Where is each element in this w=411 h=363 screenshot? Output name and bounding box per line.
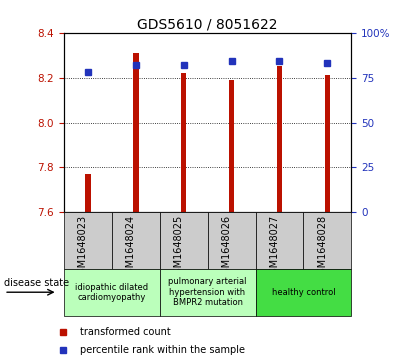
Title: GDS5610 / 8051622: GDS5610 / 8051622 [137, 17, 278, 32]
Bar [159, 269, 256, 316]
Bar [181, 73, 187, 212]
Text: transformed count: transformed count [80, 327, 171, 337]
Text: GSM1648027: GSM1648027 [270, 215, 279, 281]
Text: GSM1648023: GSM1648023 [78, 215, 88, 280]
Bar [208, 212, 256, 269]
Bar [277, 66, 282, 212]
Bar [159, 212, 208, 269]
Bar [64, 212, 112, 269]
Text: GSM1648026: GSM1648026 [222, 215, 231, 280]
Bar [256, 212, 303, 269]
Bar [303, 212, 351, 269]
Text: idiopathic dilated
cardiomyopathy: idiopathic dilated cardiomyopathy [75, 282, 148, 302]
Bar [112, 212, 159, 269]
Text: healthy control: healthy control [272, 288, 335, 297]
Bar [133, 53, 139, 212]
Bar [256, 269, 351, 316]
Bar [85, 174, 90, 212]
Text: disease state: disease state [4, 278, 69, 288]
Text: percentile rank within the sample: percentile rank within the sample [80, 345, 245, 355]
Bar [325, 76, 330, 212]
Text: GSM1648028: GSM1648028 [317, 215, 328, 280]
Text: GSM1648025: GSM1648025 [173, 215, 184, 281]
Bar [64, 269, 159, 316]
Bar [229, 80, 234, 212]
Text: pulmonary arterial
hypertension with
BMPR2 mutation: pulmonary arterial hypertension with BMP… [169, 277, 247, 307]
Text: GSM1648024: GSM1648024 [126, 215, 136, 280]
